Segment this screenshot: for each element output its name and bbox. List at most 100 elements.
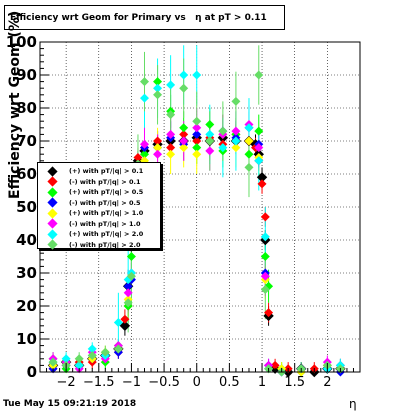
data-point (87, 344, 97, 354)
data-point (179, 70, 189, 80)
legend-marker (47, 207, 58, 219)
data-point (139, 149, 149, 159)
legend-entry: (+) with pT/|q| > 1.0 (38, 207, 143, 219)
data-point (87, 351, 97, 360)
data-point (260, 232, 270, 242)
data-point-core (135, 155, 141, 160)
data-point (254, 156, 264, 166)
data-point (244, 162, 254, 172)
data-point (153, 83, 163, 93)
legend-marker (47, 186, 58, 198)
legend-label: (-) with pT/|q| > 1.0 (69, 219, 141, 228)
legend-label: (+) with pT/|q| > 0.5 (69, 188, 144, 196)
data-point (126, 252, 136, 261)
y-tick-label: 40 (16, 231, 37, 249)
data-point (48, 357, 58, 367)
data-point (166, 110, 176, 120)
data-point (205, 120, 215, 129)
data-point-core (272, 362, 278, 368)
data-point (205, 136, 215, 146)
data-point-core (181, 131, 187, 137)
legend-label: (-) with pT/|q| > 2.0 (69, 240, 141, 249)
y-tick-label: 80 (16, 99, 37, 117)
legend-label: (-) with pT/|q| > 0.5 (69, 198, 141, 207)
legend-marker (47, 218, 58, 229)
data-point-core (122, 316, 128, 322)
data-point (153, 149, 163, 159)
legend-entry: (-) with pT/|q| > 0.1 (38, 176, 141, 187)
data-point (192, 116, 202, 126)
data-point (113, 318, 123, 327)
legend-entry: (+) with pT/|q| > 0.5 (38, 186, 144, 198)
chart-axes: −2 −1.5 −1 −0.5 0 0.5 1 1.5 20102030405060708090… (6, 33, 354, 390)
data-point-core (194, 138, 200, 144)
x-tick-label: −1 (122, 375, 141, 390)
chart-legend: (+) with pT/|q| > 0.1 (-) with pT/|q| > … (37, 162, 161, 250)
data-point (244, 149, 254, 159)
legend-entry: (-) with pT/|q| > 2.0 (38, 239, 141, 250)
data-point (205, 129, 215, 139)
data-point (254, 143, 264, 153)
data-point (192, 143, 202, 153)
data-point (153, 143, 163, 153)
data-point-core (259, 174, 265, 180)
y-tick-label: 20 (16, 297, 37, 315)
data-point (153, 77, 163, 87)
data-point-core (259, 181, 265, 187)
data-point (254, 126, 264, 136)
y-tick-label: 10 (16, 330, 37, 348)
data-point (100, 347, 110, 357)
y-tick-label: 30 (16, 264, 37, 282)
data-point (231, 126, 241, 136)
legend-entry: (-) with pT/|q| > 0.5 (38, 197, 141, 208)
data-point (153, 90, 163, 100)
legend-entry: (-) with pT/|q| > 1.0 (38, 218, 141, 229)
y-tick-label: 50 (16, 198, 37, 216)
data-point (260, 285, 270, 294)
data-point (61, 354, 71, 364)
data-point (244, 136, 254, 146)
data-point (218, 143, 228, 153)
data-point (139, 139, 149, 149)
data-point (260, 271, 270, 281)
x-tick-label: −2 (57, 375, 76, 390)
data-point-core (122, 323, 128, 329)
data-point (231, 136, 241, 146)
legend-marker (47, 176, 58, 187)
data-point (192, 123, 202, 133)
data-point (166, 129, 176, 139)
data-point-core (168, 145, 174, 151)
footer-date: Tue May 15 09:21:19 2018 (3, 399, 137, 409)
y-tick-label: 70 (16, 132, 37, 150)
legend-marker (47, 228, 58, 240)
legend-marker (47, 239, 58, 250)
data-point (205, 146, 215, 156)
y-tick-label: 100 (6, 33, 37, 51)
data-point (166, 80, 176, 90)
data-point-core (262, 214, 268, 220)
data-point (179, 83, 189, 93)
data-point (139, 93, 149, 103)
legend-marker (47, 197, 58, 208)
data-point (126, 271, 136, 281)
data-point (123, 281, 133, 291)
data-point (74, 360, 84, 370)
legend-entry: (+) with pT/|q| > 0.1 (38, 165, 144, 177)
data-point (260, 252, 270, 261)
y-tick-label: 60 (16, 165, 37, 183)
data-point (254, 70, 264, 80)
data-point (139, 77, 149, 87)
x-tick-label: 0.5 (219, 375, 240, 390)
legend-label: (-) with pT/|q| > 0.1 (69, 177, 141, 186)
data-point (231, 96, 241, 106)
data-point (179, 143, 189, 153)
x-tick-label: 1 (258, 375, 266, 390)
data-point (113, 344, 123, 354)
legend-label: (+) with pT/|q| > 0.1 (69, 167, 144, 175)
x-tick-label: −0.5 (148, 375, 180, 390)
data-point (192, 149, 202, 159)
y-tick-label: 0 (27, 363, 37, 381)
x-tick-label: 2 (323, 375, 331, 390)
y-axis-title: Efficiency wrt Geom (%) (7, 10, 23, 199)
data-point (231, 143, 241, 153)
